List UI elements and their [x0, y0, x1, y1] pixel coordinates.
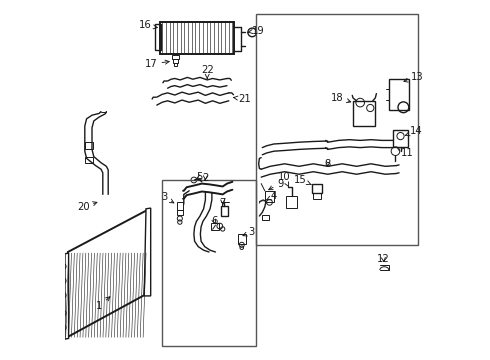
Text: 3: 3	[243, 227, 255, 237]
Text: 3: 3	[161, 192, 174, 203]
Text: 19: 19	[248, 26, 264, 36]
Text: 10: 10	[277, 172, 290, 186]
Text: 1: 1	[96, 297, 110, 311]
Bar	[265, 191, 274, 202]
Text: 7: 7	[220, 198, 226, 208]
Bar	[176, 202, 183, 210]
Text: 9: 9	[269, 179, 284, 190]
Text: 20: 20	[77, 202, 97, 212]
Bar	[238, 234, 245, 244]
Text: 4: 4	[267, 191, 277, 201]
Text: 8: 8	[325, 159, 331, 169]
Polygon shape	[65, 253, 69, 339]
Bar	[174, 63, 177, 66]
Bar	[176, 210, 183, 215]
Bar	[155, 24, 162, 50]
Text: 16: 16	[139, 20, 157, 30]
Text: 18: 18	[331, 93, 351, 103]
Bar	[172, 55, 179, 59]
Polygon shape	[144, 208, 151, 296]
Bar	[393, 130, 408, 147]
Bar	[312, 184, 322, 193]
Text: 13: 13	[404, 72, 423, 82]
Bar	[160, 22, 234, 54]
Text: 22: 22	[201, 65, 214, 78]
Bar	[256, 14, 418, 245]
Text: 21: 21	[233, 94, 250, 104]
Bar	[85, 157, 93, 163]
Bar	[173, 59, 178, 63]
Text: 6: 6	[211, 216, 218, 226]
Text: 5: 5	[196, 172, 203, 182]
Text: 15: 15	[294, 175, 311, 185]
Text: 17: 17	[145, 59, 169, 69]
Bar	[162, 180, 256, 346]
Text: 14: 14	[406, 126, 422, 136]
Text: 11: 11	[396, 147, 413, 158]
Bar	[262, 215, 269, 220]
Bar	[389, 79, 409, 110]
Bar	[313, 193, 321, 199]
Bar	[211, 223, 220, 230]
Text: 12: 12	[377, 254, 390, 264]
Bar	[85, 142, 93, 149]
Bar	[286, 196, 297, 208]
Bar	[353, 101, 374, 126]
Text: 2: 2	[202, 173, 209, 183]
Bar	[220, 206, 228, 216]
